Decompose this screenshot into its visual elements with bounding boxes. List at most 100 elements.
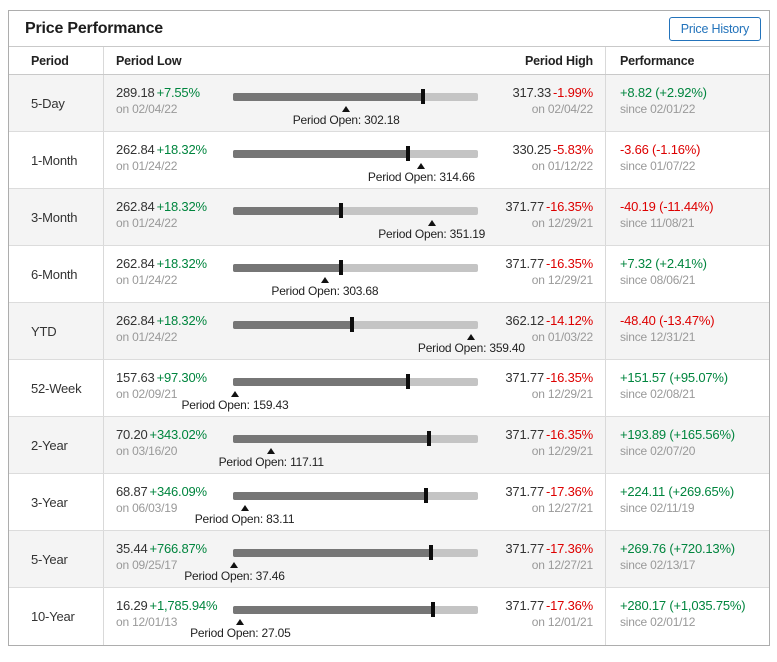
current-price-tick <box>339 203 344 218</box>
high-pct: -16.35% <box>545 199 593 214</box>
period-open-marker-icon <box>417 163 426 169</box>
performance-value: -3.66 (-1.16%) <box>620 142 701 157</box>
range-fill <box>233 606 434 614</box>
low-pct: +18.32% <box>156 313 207 328</box>
current-price-tick <box>405 146 410 161</box>
high-pct: -17.36% <box>545 541 593 556</box>
performance-since: since 02/07/20 <box>620 444 696 458</box>
period-label: 6-Month <box>9 246 104 302</box>
low-pct: +343.02% <box>149 427 208 442</box>
high-date: on 01/03/22 <box>531 330 593 344</box>
current-price-tick <box>349 317 354 332</box>
performance-cell: +280.17 (+1,035.75%) since 02/01/12 <box>606 588 769 645</box>
range-track <box>233 602 478 617</box>
performance-cell: -40.19 (-11.44%) since 11/08/21 <box>606 189 769 245</box>
period-high-line: 371.77 -16.35% <box>505 255 593 272</box>
current-price-tick <box>428 545 433 560</box>
table-row: 3-Month 262.84 +18.32% on 01/24/22 Period… <box>9 189 769 246</box>
high-pct: -16.35% <box>545 256 593 271</box>
table-header-row: Period Period Low Period High Performanc… <box>9 47 769 75</box>
period-high-line: 371.77 -17.36% <box>505 540 593 557</box>
period-open-label: Period Open: 159.43 <box>181 398 289 412</box>
current-price-tick <box>339 260 344 275</box>
low-value: 262.84 <box>116 199 155 214</box>
current-price-tick <box>431 602 436 617</box>
low-value: 262.84 <box>116 142 155 157</box>
performance-cell: +151.57 (+95.07%) since 02/08/21 <box>606 360 769 416</box>
period-open-label: Period Open: 314.66 <box>367 170 475 184</box>
high-value: 371.77 <box>505 541 544 556</box>
performance-value: +151.57 (+95.07%) <box>620 370 728 385</box>
low-value: 68.87 <box>116 484 148 499</box>
table-row: YTD 262.84 +18.32% on 01/24/22 Period Ope… <box>9 303 769 360</box>
range-fill <box>233 150 408 158</box>
performance-cell: +269.76 (+720.13%) since 02/13/17 <box>606 531 769 587</box>
current-price-tick <box>426 431 431 446</box>
high-value: 371.77 <box>505 199 544 214</box>
high-value: 371.77 <box>505 427 544 442</box>
high-value: 371.77 <box>505 370 544 385</box>
period-low-line: 262.84 +18.32% <box>116 255 207 272</box>
range-cell: 70.20 +343.02% on 03/16/20 Period Open: 1… <box>104 417 606 473</box>
range-fill <box>233 264 342 272</box>
col-header-performance: Performance <box>620 53 695 68</box>
range-track <box>233 203 478 218</box>
period-high-line: 362.12 -14.12% <box>505 312 593 329</box>
performance-cell: +193.89 (+165.56%) since 02/07/20 <box>606 417 769 473</box>
period-low-line: 262.84 +18.32% <box>116 198 207 215</box>
range-cell: 262.84 +18.32% on 01/24/22 Period Open: 3… <box>104 246 606 302</box>
performance-value: -48.40 (-13.47%) <box>620 313 715 328</box>
period-high-line: 371.77 -17.36% <box>505 597 593 614</box>
period-open-label: Period Open: 27.05 <box>190 626 291 640</box>
range-fill <box>233 549 431 557</box>
panel-header: Price Performance Price History <box>9 11 769 47</box>
price-history-button[interactable]: Price History <box>668 16 761 41</box>
range-cell: 262.84 +18.32% on 01/24/22 Period Open: 3… <box>104 303 606 359</box>
period-high-block: 317.33 -1.99% on 02/04/22 <box>512 84 593 117</box>
col-header-period-low: Period Low <box>116 53 182 68</box>
performance-cell: -48.40 (-13.47%) since 12/31/21 <box>606 303 769 359</box>
performance-since: since 02/13/17 <box>620 558 696 572</box>
period-open-marker-icon <box>342 106 351 112</box>
range-bar: Period Open: 359.40 <box>233 317 525 355</box>
panel-title: Price Performance <box>25 19 164 37</box>
high-value: 371.77 <box>505 484 544 499</box>
period-low-block: 289.18 +7.55% on 02/04/22 <box>116 84 200 117</box>
period-label: 5-Day <box>9 75 104 131</box>
low-date: on 01/24/22 <box>116 216 178 230</box>
period-open-marker-icon <box>230 391 239 397</box>
high-value: 330.25 <box>512 142 551 157</box>
performance-value: +280.17 (+1,035.75%) <box>620 598 746 613</box>
range-fill <box>233 321 352 329</box>
current-price-tick <box>420 89 425 104</box>
low-value: 157.63 <box>116 370 155 385</box>
period-open-marker-icon <box>230 562 239 568</box>
performance-since: since 02/01/12 <box>620 615 696 629</box>
high-value: 371.77 <box>505 598 544 613</box>
period-high-line: 330.25 -5.83% <box>512 141 593 158</box>
range-cell: 35.44 +766.87% on 09/25/17 Period Open: 3… <box>104 531 606 587</box>
period-low-line: 16.29 +1,785.94% <box>116 597 218 614</box>
range-fill <box>233 435 429 443</box>
range-bar: Period Open: 117.11 <box>219 431 478 469</box>
range-cell: 262.84 +18.32% on 01/24/22 Period Open: 3… <box>104 189 606 245</box>
high-date: on 12/29/21 <box>531 444 593 458</box>
low-pct: +766.87% <box>149 541 208 556</box>
high-pct: -16.35% <box>545 427 593 442</box>
high-value: 362.12 <box>505 313 544 328</box>
performance-since: since 01/07/22 <box>620 159 696 173</box>
period-open-marker-icon <box>467 334 476 340</box>
performance-since: since 11/08/21 <box>620 216 695 230</box>
low-date: on 01/24/22 <box>116 159 178 173</box>
range-track <box>233 317 478 332</box>
low-date: on 06/03/19 <box>116 501 178 515</box>
period-open-marker-icon <box>320 277 329 283</box>
period-low-line: 35.44 +766.87% <box>116 540 207 557</box>
period-open-marker-icon <box>427 220 436 226</box>
period-label: 2-Year <box>9 417 104 473</box>
period-open-marker-icon <box>267 448 276 454</box>
performance-value: +269.76 (+720.13%) <box>620 541 735 556</box>
range-fill <box>233 207 342 215</box>
high-pct: -17.36% <box>545 484 593 499</box>
high-pct: -1.99% <box>553 85 593 100</box>
